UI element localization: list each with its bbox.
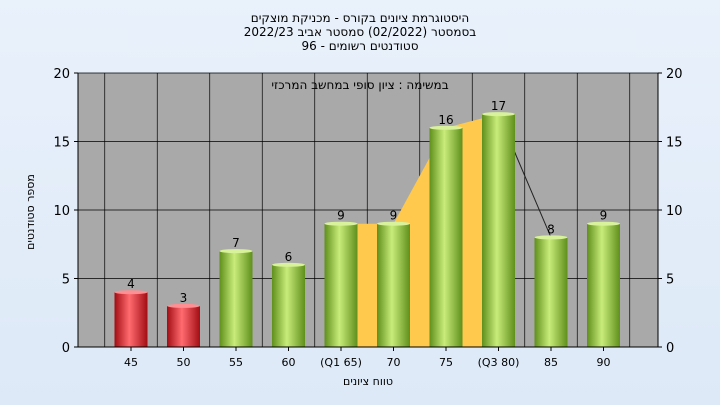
data-label: 4 bbox=[127, 277, 135, 291]
data-label: 9 bbox=[337, 209, 345, 223]
x-tick-label: 55 bbox=[229, 356, 243, 369]
x-tick-label: (Q3 80) bbox=[478, 356, 520, 369]
bar-top bbox=[377, 221, 410, 226]
data-label: 16 bbox=[438, 113, 453, 127]
chart-subtitle: במשימה : ציון סופי במחשב המרכזי bbox=[271, 78, 448, 92]
bar bbox=[167, 305, 200, 347]
bar bbox=[114, 292, 148, 347]
bar-top bbox=[587, 221, 620, 226]
data-label: 3 bbox=[180, 291, 188, 305]
x-tick-label: 50 bbox=[177, 356, 191, 369]
y-tick-label-left: 0 bbox=[62, 341, 70, 356]
bar bbox=[534, 237, 568, 347]
y-axis-label: מספר סטודנטים bbox=[24, 174, 37, 250]
bar bbox=[324, 223, 358, 347]
x-tick-label: 70 bbox=[387, 356, 401, 369]
bar bbox=[429, 127, 463, 347]
x-tick-label: 85 bbox=[544, 356, 558, 369]
bars bbox=[114, 112, 620, 347]
bar-top bbox=[167, 303, 200, 308]
data-label: 9 bbox=[600, 209, 608, 223]
chart-title-line-1: היסטוגרמת ציונים בקורס - מכניקת מוצקים bbox=[251, 11, 469, 25]
bar-top bbox=[482, 112, 515, 117]
data-label: 7 bbox=[232, 236, 240, 250]
bar-top bbox=[534, 235, 568, 240]
data-label: 8 bbox=[547, 222, 555, 236]
y-tick-label-left: 5 bbox=[62, 273, 70, 288]
data-label: 9 bbox=[390, 209, 398, 223]
x-tick-label: 90 bbox=[597, 356, 611, 369]
y-tick-label-left: 15 bbox=[53, 136, 70, 151]
bar-top bbox=[324, 221, 358, 226]
x-tick-label: (Q1 65) bbox=[320, 356, 362, 369]
data-label: 17 bbox=[491, 99, 506, 113]
y-tick-label-right: 0 bbox=[666, 341, 674, 356]
bar bbox=[272, 264, 305, 347]
x-tick-label: 75 bbox=[439, 356, 453, 369]
data-label: 6 bbox=[285, 250, 293, 264]
bar-top bbox=[429, 125, 463, 130]
chart-title-line-3: סטודנטים רשומים - 96 bbox=[301, 39, 418, 53]
data-labels: 4 3 7 6 9 9 16 17 8 9 bbox=[127, 99, 607, 305]
bar bbox=[219, 251, 253, 347]
bar-top bbox=[114, 290, 148, 295]
bar bbox=[587, 223, 620, 347]
bar-top bbox=[219, 249, 253, 254]
y-tick-label-left: 10 bbox=[53, 204, 70, 219]
y-tick-label-right: 10 bbox=[666, 204, 683, 219]
bar bbox=[482, 114, 515, 347]
chart-title-line-2: בסמסטר (02/2022) סמסטר אביב 2022/23 bbox=[244, 25, 476, 39]
y-tick-label-left: 20 bbox=[53, 67, 70, 82]
y-tick-label-right: 15 bbox=[666, 136, 683, 151]
y-tick-label-right: 5 bbox=[666, 273, 674, 288]
y-tick-label-right: 20 bbox=[666, 67, 683, 82]
x-tick-label: 60 bbox=[282, 356, 296, 369]
bar-top bbox=[272, 262, 305, 267]
bar bbox=[377, 223, 410, 347]
x-tick-label: 45 bbox=[124, 356, 138, 369]
x-axis-label: טווח ציונים bbox=[343, 375, 393, 388]
